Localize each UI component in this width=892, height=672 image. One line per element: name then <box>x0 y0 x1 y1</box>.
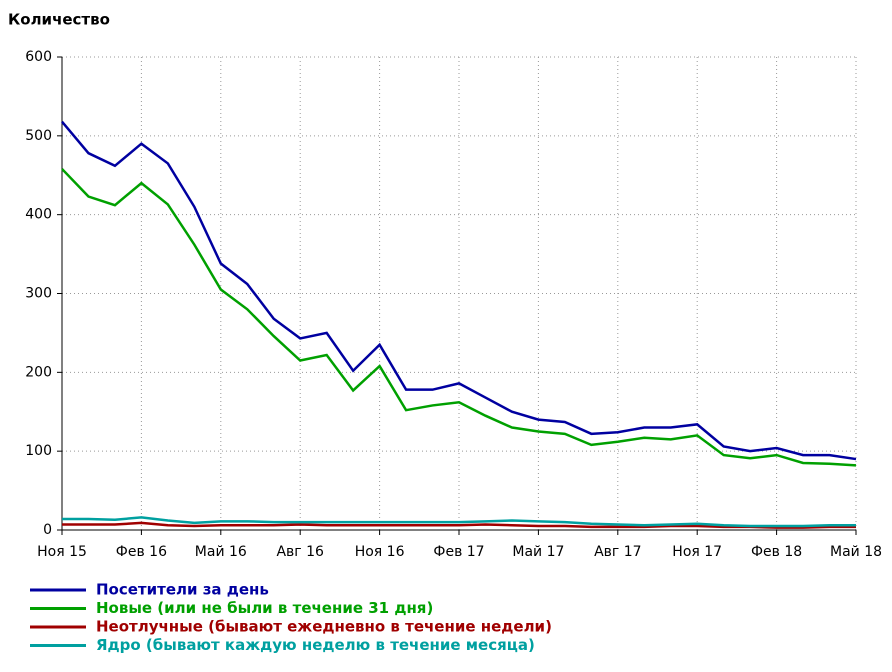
x-tick-label: Ноя 17 <box>672 544 722 560</box>
x-tick-label: Фев 16 <box>116 544 167 560</box>
series-line <box>61 120 857 461</box>
y-tick-label: 0 <box>43 522 52 538</box>
x-tick-label: Ноя 16 <box>355 544 405 560</box>
x-tick-label: Авг 17 <box>594 544 641 560</box>
y-tick-label: 500 <box>25 128 52 144</box>
x-tick-label: Авг 16 <box>276 544 324 560</box>
legend-label: Новые (или не были в течение 31 дня) <box>96 599 433 617</box>
series-line <box>61 168 857 467</box>
series-line <box>62 516 856 528</box>
x-tick-label: Май 16 <box>195 544 247 560</box>
y-axis-title: Количество <box>8 11 110 29</box>
legend-label: Неотлучные (бывают ежедневно в течение н… <box>96 618 552 636</box>
y-tick-label: 300 <box>25 286 52 302</box>
y-tick-label: 400 <box>25 207 52 223</box>
y-tick-label: 100 <box>25 443 52 459</box>
y-tick-label: 600 <box>25 49 52 65</box>
x-tick-label: Ноя 15 <box>37 544 87 560</box>
x-tick-label: Фев 18 <box>751 544 802 560</box>
y-tick-label: 200 <box>25 364 52 380</box>
legend-label: Ядро (бывают каждую неделю в течение мес… <box>96 636 535 654</box>
x-tick-label: Май 18 <box>830 544 882 560</box>
x-tick-label: Май 17 <box>512 544 564 560</box>
legend-label: Посетители за день <box>96 581 269 599</box>
x-tick-label: Фев 17 <box>433 544 484 560</box>
series-line <box>62 521 856 529</box>
